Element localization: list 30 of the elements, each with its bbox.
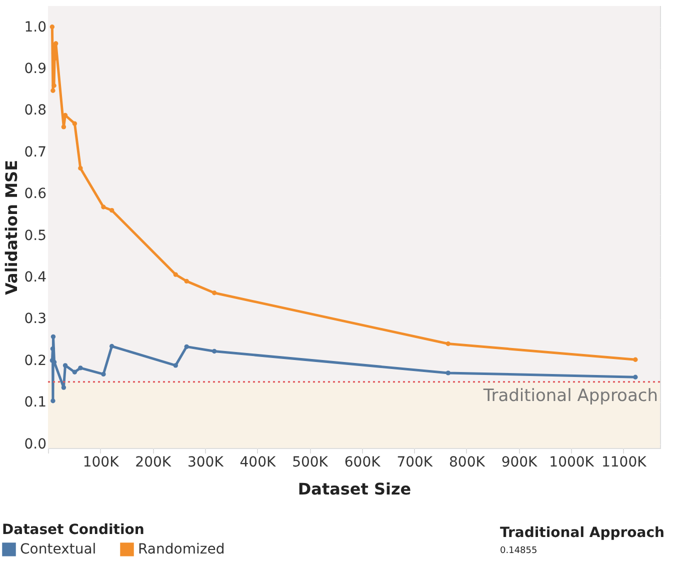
x-tick-label: 600K xyxy=(344,454,382,470)
legend-title: Dataset Condition xyxy=(2,522,144,538)
x-tick-label: 1100K xyxy=(601,454,648,470)
y-tick-label: 0.7 xyxy=(24,144,46,160)
y-tick-label: 1.0 xyxy=(24,19,46,36)
x-tick-label: 500K xyxy=(292,454,329,470)
x-axis-title: Dataset Size xyxy=(298,480,412,498)
legend-label: Contextual xyxy=(20,541,96,558)
x-tick-label: 400K xyxy=(240,454,276,470)
legend-label: Randomized xyxy=(138,541,225,558)
y-tick-label: 0.8 xyxy=(24,102,46,119)
y-tick-label: 0.4 xyxy=(24,270,47,286)
y-tick-label: 0.1 xyxy=(24,394,46,411)
text: 0.14855 xyxy=(500,546,538,556)
y-tick-label: 0.9 xyxy=(24,61,46,78)
y-tick-label: 0.0 xyxy=(24,436,46,452)
x-tick-label: 100K xyxy=(82,454,120,470)
y-tick-label: 0.5 xyxy=(24,228,46,244)
x-tick-label: 300K xyxy=(187,454,224,470)
x-tick-label: 1000K xyxy=(549,454,595,470)
y-axis-title: Validation MSE xyxy=(2,160,22,295)
x-tick-label: 200K xyxy=(135,454,172,470)
y-tick-label: 0.3 xyxy=(24,311,46,328)
text: Traditional Approach xyxy=(500,525,664,541)
ref-line-label: Traditional Approach xyxy=(482,386,658,406)
x-tick-label: 900K xyxy=(501,454,538,470)
y-tick-label: 0.2 xyxy=(24,352,46,369)
x-tick-label: 800K xyxy=(449,454,486,470)
x-tick-label: 700K xyxy=(396,454,434,470)
y-tick-label: 0.6 xyxy=(24,186,47,202)
